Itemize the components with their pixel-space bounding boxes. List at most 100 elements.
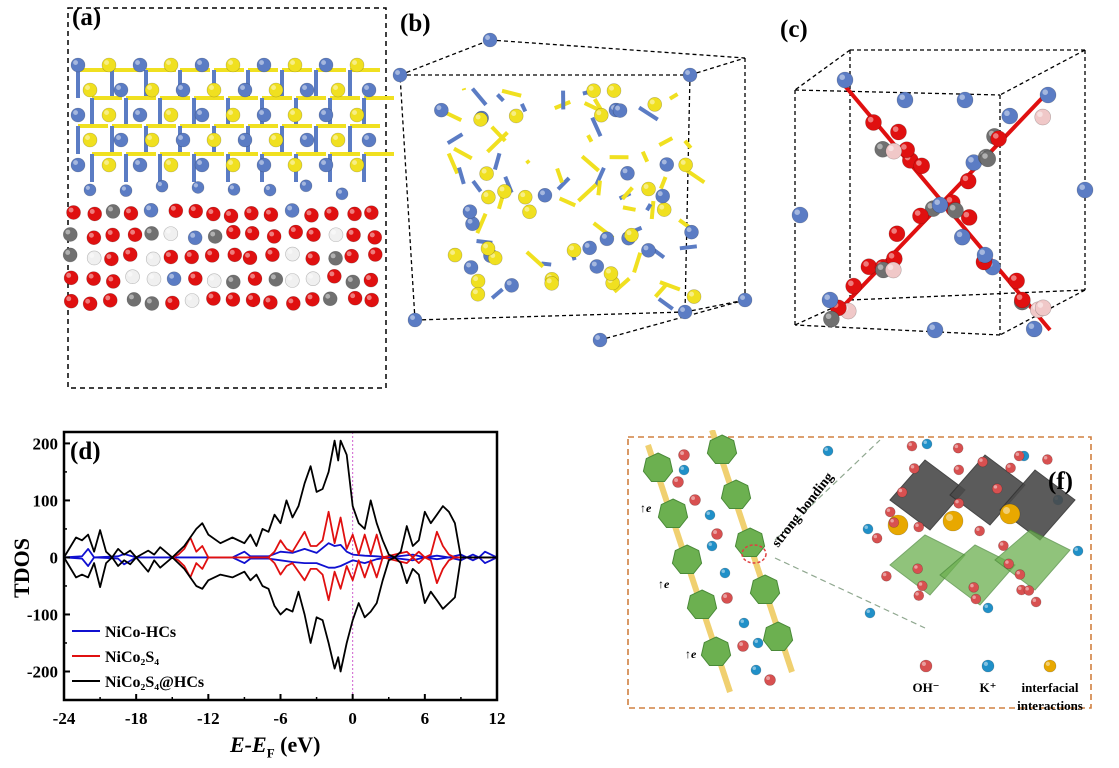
co-atom <box>1076 181 1094 199</box>
s-atom <box>330 132 346 148</box>
atom-highlight <box>259 160 264 165</box>
atom-highlight <box>126 208 131 214</box>
hcs-atom <box>304 208 319 223</box>
atom-highlight <box>481 168 487 174</box>
hcs-atom <box>126 292 142 307</box>
hcs-atom <box>105 204 121 219</box>
cell-edge <box>999 49 1086 96</box>
hcs-atom <box>346 227 361 243</box>
hcs-atom <box>188 203 204 219</box>
atom-highlight <box>979 249 985 255</box>
atom-highlight <box>584 242 590 248</box>
bond <box>668 92 679 101</box>
atom-highlight <box>680 159 686 165</box>
x-axis-label: E-EF (eV) <box>230 732 320 761</box>
hcs-atom <box>168 203 184 219</box>
structure-a-interface-model <box>62 7 394 389</box>
hcs-atom <box>163 226 179 241</box>
atom-highlight <box>166 160 171 165</box>
lattice-atom <box>470 286 486 302</box>
ni-co-atom <box>175 132 191 148</box>
oh-vertex <box>913 590 925 601</box>
atom-highlight <box>890 519 894 523</box>
co-atom <box>821 291 839 309</box>
atom-highlight <box>245 252 251 258</box>
atom-highlight <box>209 85 214 91</box>
atom-highlight <box>976 527 980 531</box>
bond <box>446 132 464 145</box>
atom-highlight <box>674 478 678 482</box>
legend-label: NiCo₂S₄ <box>105 649 159 666</box>
atom-highlight <box>1016 294 1023 300</box>
atom-highlight <box>1037 302 1044 308</box>
ni-co-atom <box>83 183 97 197</box>
corner-atom <box>482 32 498 48</box>
ni-co-atom <box>132 157 148 173</box>
hcs-atom <box>268 272 284 287</box>
hcs-atom <box>86 230 102 246</box>
nico2s4-particle <box>762 621 794 651</box>
atom-highlight <box>333 85 338 91</box>
interfacial-atom <box>999 503 1021 525</box>
oh-vertex <box>1013 450 1025 462</box>
atom-highlight <box>968 156 974 163</box>
cell-edge <box>849 289 1086 301</box>
atom-highlight <box>369 232 375 238</box>
atom-highlight <box>901 144 907 150</box>
s-atom <box>144 82 160 98</box>
hcs-atom <box>223 208 239 224</box>
atom-highlight <box>147 135 152 140</box>
hcs-atom <box>305 251 321 266</box>
dark-octahedron <box>999 469 1076 541</box>
atom-highlight <box>352 160 357 165</box>
bond <box>453 146 473 161</box>
hcs-atom <box>146 271 162 287</box>
bonding-highlight <box>741 544 767 564</box>
lattice-atom <box>470 273 486 289</box>
bond <box>594 167 606 187</box>
atom-highlight <box>914 210 921 216</box>
y-tick-label: 100 <box>33 491 59 510</box>
atom-highlight <box>464 206 470 212</box>
atom-highlight <box>877 143 883 150</box>
lattice-atom <box>684 224 699 240</box>
hcs-atom <box>305 292 320 307</box>
bond <box>555 167 564 184</box>
atom-highlight <box>104 60 110 65</box>
lattice-atom <box>465 216 480 232</box>
atom-highlight <box>270 274 276 280</box>
atom-highlight <box>187 295 193 301</box>
lattice-atom <box>656 202 672 217</box>
bond <box>558 196 577 208</box>
atom-highlight <box>157 181 162 187</box>
k-ion <box>704 509 716 521</box>
atom-highlight <box>615 105 621 111</box>
atom-highlight <box>228 160 233 165</box>
atom-highlight <box>591 261 597 267</box>
atom-highlight <box>740 295 745 300</box>
lattice-atom <box>481 189 496 205</box>
electron-label: ↑e <box>685 647 697 661</box>
atom-highlight <box>146 205 152 211</box>
oh-vertex <box>1030 596 1042 608</box>
atom-highlight <box>499 186 505 192</box>
atom-highlight <box>321 60 326 65</box>
atom-highlight <box>475 114 481 120</box>
k-ion <box>864 607 876 619</box>
lattice-atom <box>504 278 519 293</box>
atom-highlight <box>85 298 91 304</box>
hcs-atom <box>328 251 343 266</box>
atom-highlight <box>992 133 999 139</box>
cell-edge <box>689 57 746 76</box>
lattice-atom <box>447 247 463 263</box>
ni-co-atom <box>299 179 313 193</box>
atom-highlight <box>888 253 895 259</box>
hcs-atom <box>125 269 140 285</box>
atom-highlight <box>208 293 214 299</box>
lattice-atom <box>473 112 488 127</box>
atom-highlight <box>135 110 140 116</box>
s-atom <box>82 132 98 148</box>
hcs-atom <box>144 296 160 311</box>
atom-highlight <box>1042 89 1048 95</box>
atom-highlight <box>166 110 171 116</box>
